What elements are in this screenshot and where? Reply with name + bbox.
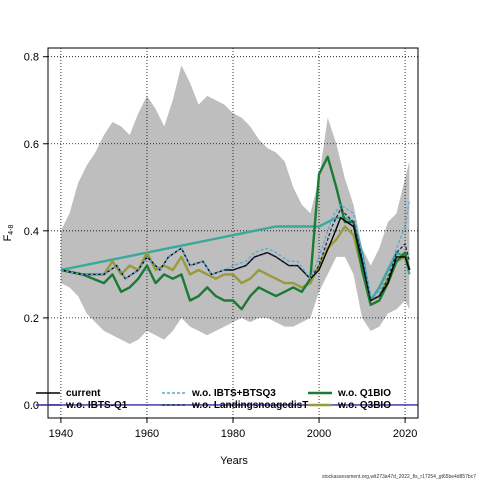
legend-label-landings: w.o. LandingsnoagedisT <box>191 400 308 411</box>
y-axis-label-sub: 4-8 <box>8 224 15 234</box>
y-tick-label: 0.6 <box>24 139 39 151</box>
series-layer <box>48 155 418 406</box>
x-tick-label: 2020 <box>393 428 417 440</box>
x-tick-label: 1980 <box>221 428 245 440</box>
legend-label-ibts-q1: w.o. IBTS-Q1 <box>65 400 128 411</box>
series-line-q1bio <box>60 155 411 311</box>
y-tick-label: 0.2 <box>24 313 39 325</box>
legend-label-q3bio: w.o. Q3BIO <box>337 400 391 411</box>
x-tick-label: 2000 <box>307 428 331 440</box>
series-line-ibts-bts-q3 <box>60 200 411 297</box>
y-axis-label-main: F <box>2 234 14 241</box>
confidence-band <box>60 65 410 345</box>
legend-label-q1bio: w.o. Q1BIO <box>337 388 391 399</box>
y-tick-label: 0.8 <box>24 52 39 64</box>
x-axis: 1940 1960 1980 2000 2020 <box>49 418 417 440</box>
y-axis-label: F4-8 <box>2 224 15 241</box>
legend-label-current: current <box>66 388 101 399</box>
series-line-alt <box>60 216 411 302</box>
y-tick-label: 0.0 <box>24 400 39 412</box>
x-tick-label: 1940 <box>49 428 73 440</box>
x-axis-label: Years <box>220 455 248 467</box>
watermark: stockassessment.org,wit273a47d_2022_fis_… <box>322 474 476 480</box>
y-tick-label: 0.4 <box>24 226 39 238</box>
svg-text:F4-8: F4-8 <box>2 224 15 241</box>
legend-label-ibts-bts-q3: w.o. IBTS+BTSQ3 <box>191 388 276 399</box>
x-tick-label: 1960 <box>135 428 159 440</box>
y-axis: 0.0 0.2 0.4 0.6 0.8 <box>24 52 48 412</box>
confidence-band-layer <box>60 65 410 345</box>
